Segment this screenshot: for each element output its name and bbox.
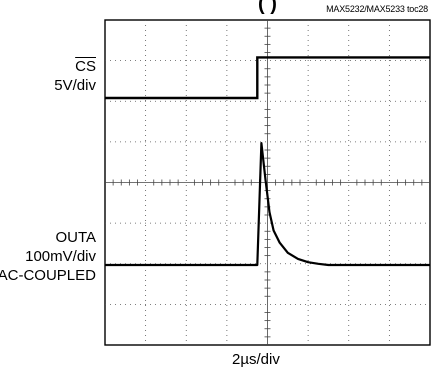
traces xyxy=(105,56,430,267)
x-axis-label: 2µs/div xyxy=(232,351,280,368)
graticule xyxy=(104,19,431,346)
outa-coupling: AC-COUPLED xyxy=(0,267,96,284)
cs-scale: 5V/div xyxy=(54,77,96,94)
title-fragment: ( ) xyxy=(258,0,277,15)
figure-id: MAX5232/MAX5233 toc28 xyxy=(326,4,428,14)
cs-name: CS xyxy=(75,58,96,75)
outa-scale: 100mV/div xyxy=(25,248,96,265)
outa-name: OUTA xyxy=(55,229,96,246)
outa-trace xyxy=(105,142,430,267)
cs-trace xyxy=(105,56,430,100)
outa-channel-label: OUTA 100mV/div AC-COUPLED xyxy=(0,228,96,285)
cs-channel-label: CS 5V/div xyxy=(54,57,96,95)
